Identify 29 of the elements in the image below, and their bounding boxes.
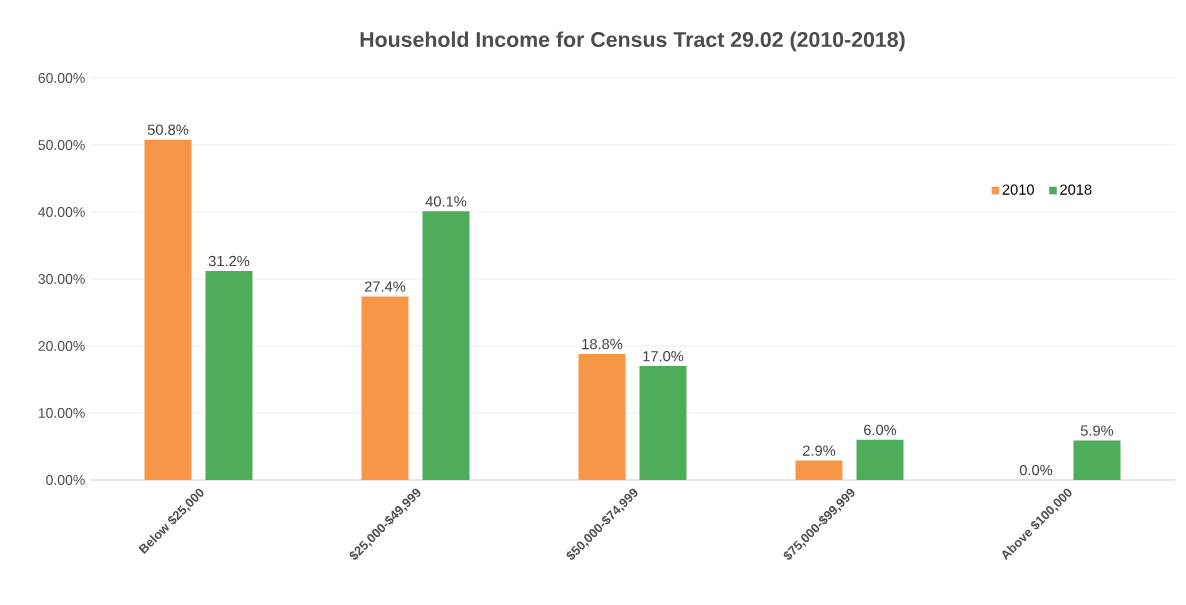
data-label: 18.8% xyxy=(582,338,623,350)
data-label: 6.0% xyxy=(864,424,897,436)
bar xyxy=(144,139,192,480)
bar xyxy=(205,270,253,480)
y-tick-label: 0.00% xyxy=(46,475,85,485)
data-label: 40.1% xyxy=(425,196,467,207)
data-label: 0.0% xyxy=(1019,464,1053,476)
data-label: 17.0% xyxy=(643,351,684,362)
bar xyxy=(578,354,626,480)
legend-label: 2010 xyxy=(1002,184,1034,195)
y-tick-label: 10.00% xyxy=(38,408,85,418)
bar xyxy=(1073,440,1121,480)
data-label: 31.2% xyxy=(208,255,250,267)
y-tick-label: 20.00% xyxy=(38,341,85,351)
bar xyxy=(361,296,409,480)
data-label: 50.8% xyxy=(147,124,189,135)
chart-title: Household Income for Census Tract 29.02 (2010-2018) xyxy=(360,31,905,52)
data-label: 5.9% xyxy=(1080,425,1114,436)
data-label: 2.9% xyxy=(803,445,836,456)
y-tick-label: 50.00% xyxy=(38,140,85,150)
y-tick-label: 60.00% xyxy=(38,73,85,83)
y-tick-label: 40.00% xyxy=(38,207,85,217)
legend-label: 2018 xyxy=(1060,184,1092,195)
bar xyxy=(422,211,470,480)
bar xyxy=(856,439,904,480)
bar xyxy=(795,460,843,480)
data-label: 27.4% xyxy=(364,281,406,292)
y-tick-label: 30.00% xyxy=(38,274,85,284)
bar xyxy=(639,366,687,480)
